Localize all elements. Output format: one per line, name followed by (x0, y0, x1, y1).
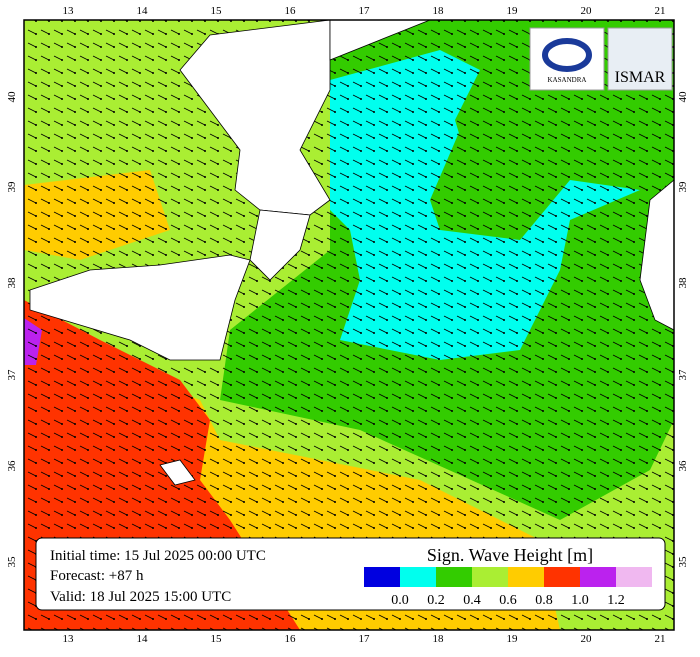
lon-label: 14 (137, 5, 149, 17)
lon-label: 16 (285, 633, 297, 645)
frame (23, 19, 675, 631)
color-swatch (508, 567, 544, 587)
color-swatch (364, 567, 400, 587)
colorbar-label: 1.2 (607, 593, 625, 608)
info-box (35, 537, 666, 611)
lon-label: 19 (507, 5, 519, 17)
lat-label: 36 (6, 460, 18, 472)
lon-label: 13 (63, 633, 75, 645)
initial-time: Initial time: 15 Jul 2025 00:00 UTC (50, 548, 266, 564)
lat-label: 37 (6, 369, 18, 381)
colorbar: 0.0 0.2 0.4 0.6 0.8 1.0 1.2 (364, 567, 652, 608)
colorbar-label: 0.8 (535, 593, 553, 608)
logo-text: ISMAR (615, 69, 666, 86)
colorbar-label: 0.2 (427, 593, 445, 608)
lon-label: 21 (655, 5, 666, 17)
color-swatch (580, 567, 616, 587)
color-swatch (616, 567, 652, 587)
lat-label: 39 (677, 181, 689, 193)
lat-label: 40 (677, 91, 689, 103)
color-swatch (400, 567, 436, 587)
logo-icon (542, 38, 592, 72)
lon-label: 20 (581, 5, 593, 17)
apulia (329, 20, 431, 61)
lat-label: 36 (677, 460, 689, 472)
lon-label: 13 (63, 5, 75, 17)
color-swatch (544, 567, 580, 587)
colorbar-label: 0.0 (391, 593, 409, 608)
colorbar-label: 0.6 (499, 593, 517, 608)
lat-label: 39 (6, 181, 18, 193)
land (29, 20, 674, 486)
lon-label: 18 (433, 633, 445, 645)
lat-label: 35 (677, 556, 689, 568)
colorbar-label: 1.0 (571, 593, 589, 608)
lon-label: 14 (137, 633, 149, 645)
logo-text: KASANDRA (548, 76, 587, 84)
lon-label: 16 (285, 5, 297, 17)
lon-label: 15 (211, 633, 223, 645)
lon-label: 18 (433, 5, 445, 17)
calabria (249, 209, 311, 281)
lat-label: 38 (6, 277, 18, 289)
lat-label: 38 (677, 277, 689, 289)
greece (639, 179, 674, 331)
sicily (29, 254, 251, 361)
map-field (24, 20, 674, 630)
lat-label: 35 (6, 556, 18, 568)
lon-label: 19 (507, 633, 519, 645)
malta (159, 459, 196, 486)
color-swatch (472, 567, 508, 587)
lat-label: 37 (677, 369, 689, 381)
lon-label: 15 (211, 5, 223, 17)
logo-box (607, 27, 673, 91)
legend-title: Sign. Wave Height [m] (427, 545, 593, 565)
lat-label: 40 (6, 91, 18, 103)
lon-label: 17 (359, 633, 371, 645)
color-swatch (436, 567, 472, 587)
lon-label: 21 (655, 633, 666, 645)
forecast: Forecast: +87 h (50, 568, 144, 584)
valid-time: Valid: 18 Jul 2025 15:00 UTC (50, 589, 231, 605)
axis-ticks: 13 13 14 14 15 15 16 16 17 17 18 18 19 19 20 20 21 21 40 40… (6, 5, 689, 645)
lon-label: 17 (359, 5, 371, 17)
colorbar-label: 0.4 (463, 593, 481, 608)
lon-label: 20 (581, 633, 593, 645)
